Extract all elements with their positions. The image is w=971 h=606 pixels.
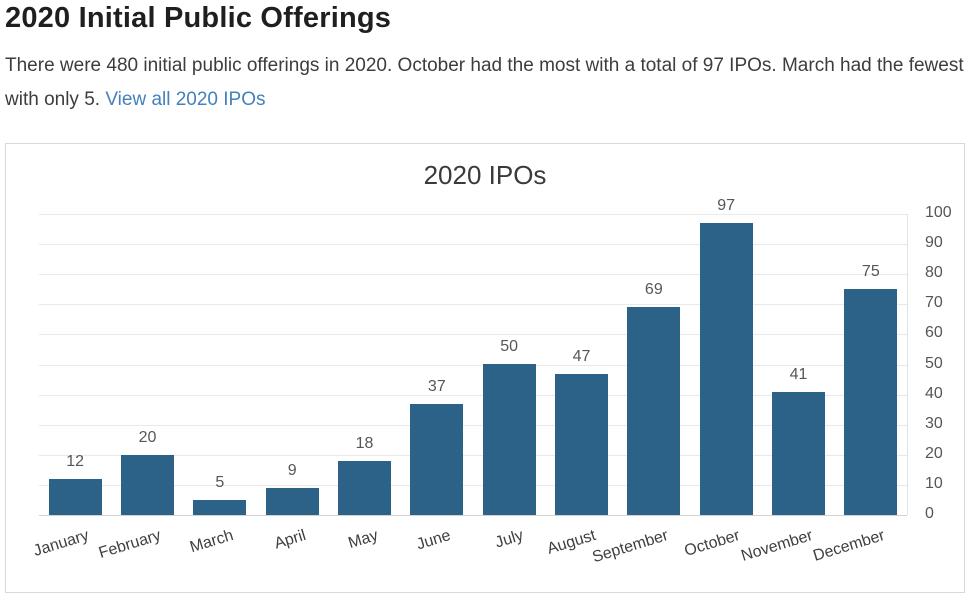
bar-value-label: 69 (644, 281, 663, 298)
x-axis-label: July (492, 527, 526, 552)
ipo-bar-chart: 2020 IPOs 0 10 20 30 40 50 60 70 80 90 100 12 Januar… (5, 143, 965, 593)
gridline (39, 424, 907, 426)
gridline (39, 364, 907, 366)
bar-value-label: 37 (427, 378, 446, 395)
y-tick-label: 40 (925, 384, 943, 402)
intro-paragraph: There were 480 initial public offerings … (5, 49, 966, 117)
view-all-ipos-link[interactable]: View all 2020 IPOs (105, 89, 266, 110)
y-tick-label: 100 (925, 204, 952, 221)
bar-february[interactable] (121, 455, 174, 515)
bar-november[interactable] (772, 392, 825, 515)
bar-october[interactable] (699, 223, 753, 515)
bar-value-label: 97 (717, 197, 736, 214)
bar-may[interactable] (338, 461, 391, 515)
x-axis-label: May (346, 527, 381, 553)
gridline (39, 394, 907, 396)
bar-january[interactable] (48, 479, 102, 515)
x-axis-label: September (589, 527, 670, 567)
y-tick-label: 0 (925, 505, 934, 522)
bar-august[interactable] (555, 374, 608, 515)
gridline (39, 484, 907, 486)
x-axis-label: January (31, 527, 92, 560)
bar-value-label: 12 (66, 453, 85, 470)
x-axis-label: June (414, 527, 453, 554)
x-axis-label: March (188, 527, 236, 557)
plot-right-border (907, 214, 908, 515)
x-axis-line (39, 515, 907, 516)
y-tick-label: 80 (925, 264, 943, 282)
chart-title: 2020 IPOs (423, 160, 547, 190)
gridline (39, 334, 907, 336)
bar-july[interactable] (482, 364, 536, 515)
gridline (39, 454, 907, 456)
y-tick-label: 30 (925, 414, 943, 432)
bar-value-label: 20 (138, 429, 157, 446)
y-tick-label: 10 (925, 474, 943, 492)
gridline (39, 274, 907, 276)
bar-value-label: 9 (287, 462, 297, 479)
y-tick-label: 90 (925, 234, 943, 252)
bar-april[interactable] (265, 488, 319, 515)
x-axis-label: April (272, 527, 309, 553)
bar-value-label: 47 (572, 348, 591, 365)
y-tick-label: 60 (925, 324, 943, 342)
bar-value-label: 75 (861, 263, 880, 280)
bar-december[interactable] (844, 289, 898, 515)
gridline (39, 214, 907, 215)
x-axis-label: February (97, 527, 164, 562)
bar-value-label: 5 (215, 474, 225, 491)
bar-june[interactable] (410, 404, 464, 515)
bar-value-label: 41 (789, 366, 808, 383)
x-axis-label: November (738, 527, 815, 565)
page-title: 2020 Initial Public Offerings (5, 2, 392, 34)
bar-value-label: 50 (500, 338, 519, 355)
bar-value-label: 18 (355, 435, 374, 452)
intro-text: There were 480 initial public offerings … (5, 55, 964, 110)
x-axis-label: October (682, 527, 743, 560)
gridline (39, 304, 907, 306)
y-tick-label: 20 (925, 444, 943, 462)
x-axis-label: August (544, 527, 598, 558)
y-tick-label: 50 (925, 354, 943, 372)
y-tick-label: 70 (925, 294, 943, 312)
bar-september[interactable] (627, 307, 681, 515)
x-axis-label: December (811, 527, 887, 565)
gridline (39, 244, 907, 246)
bar-march[interactable] (193, 500, 247, 515)
